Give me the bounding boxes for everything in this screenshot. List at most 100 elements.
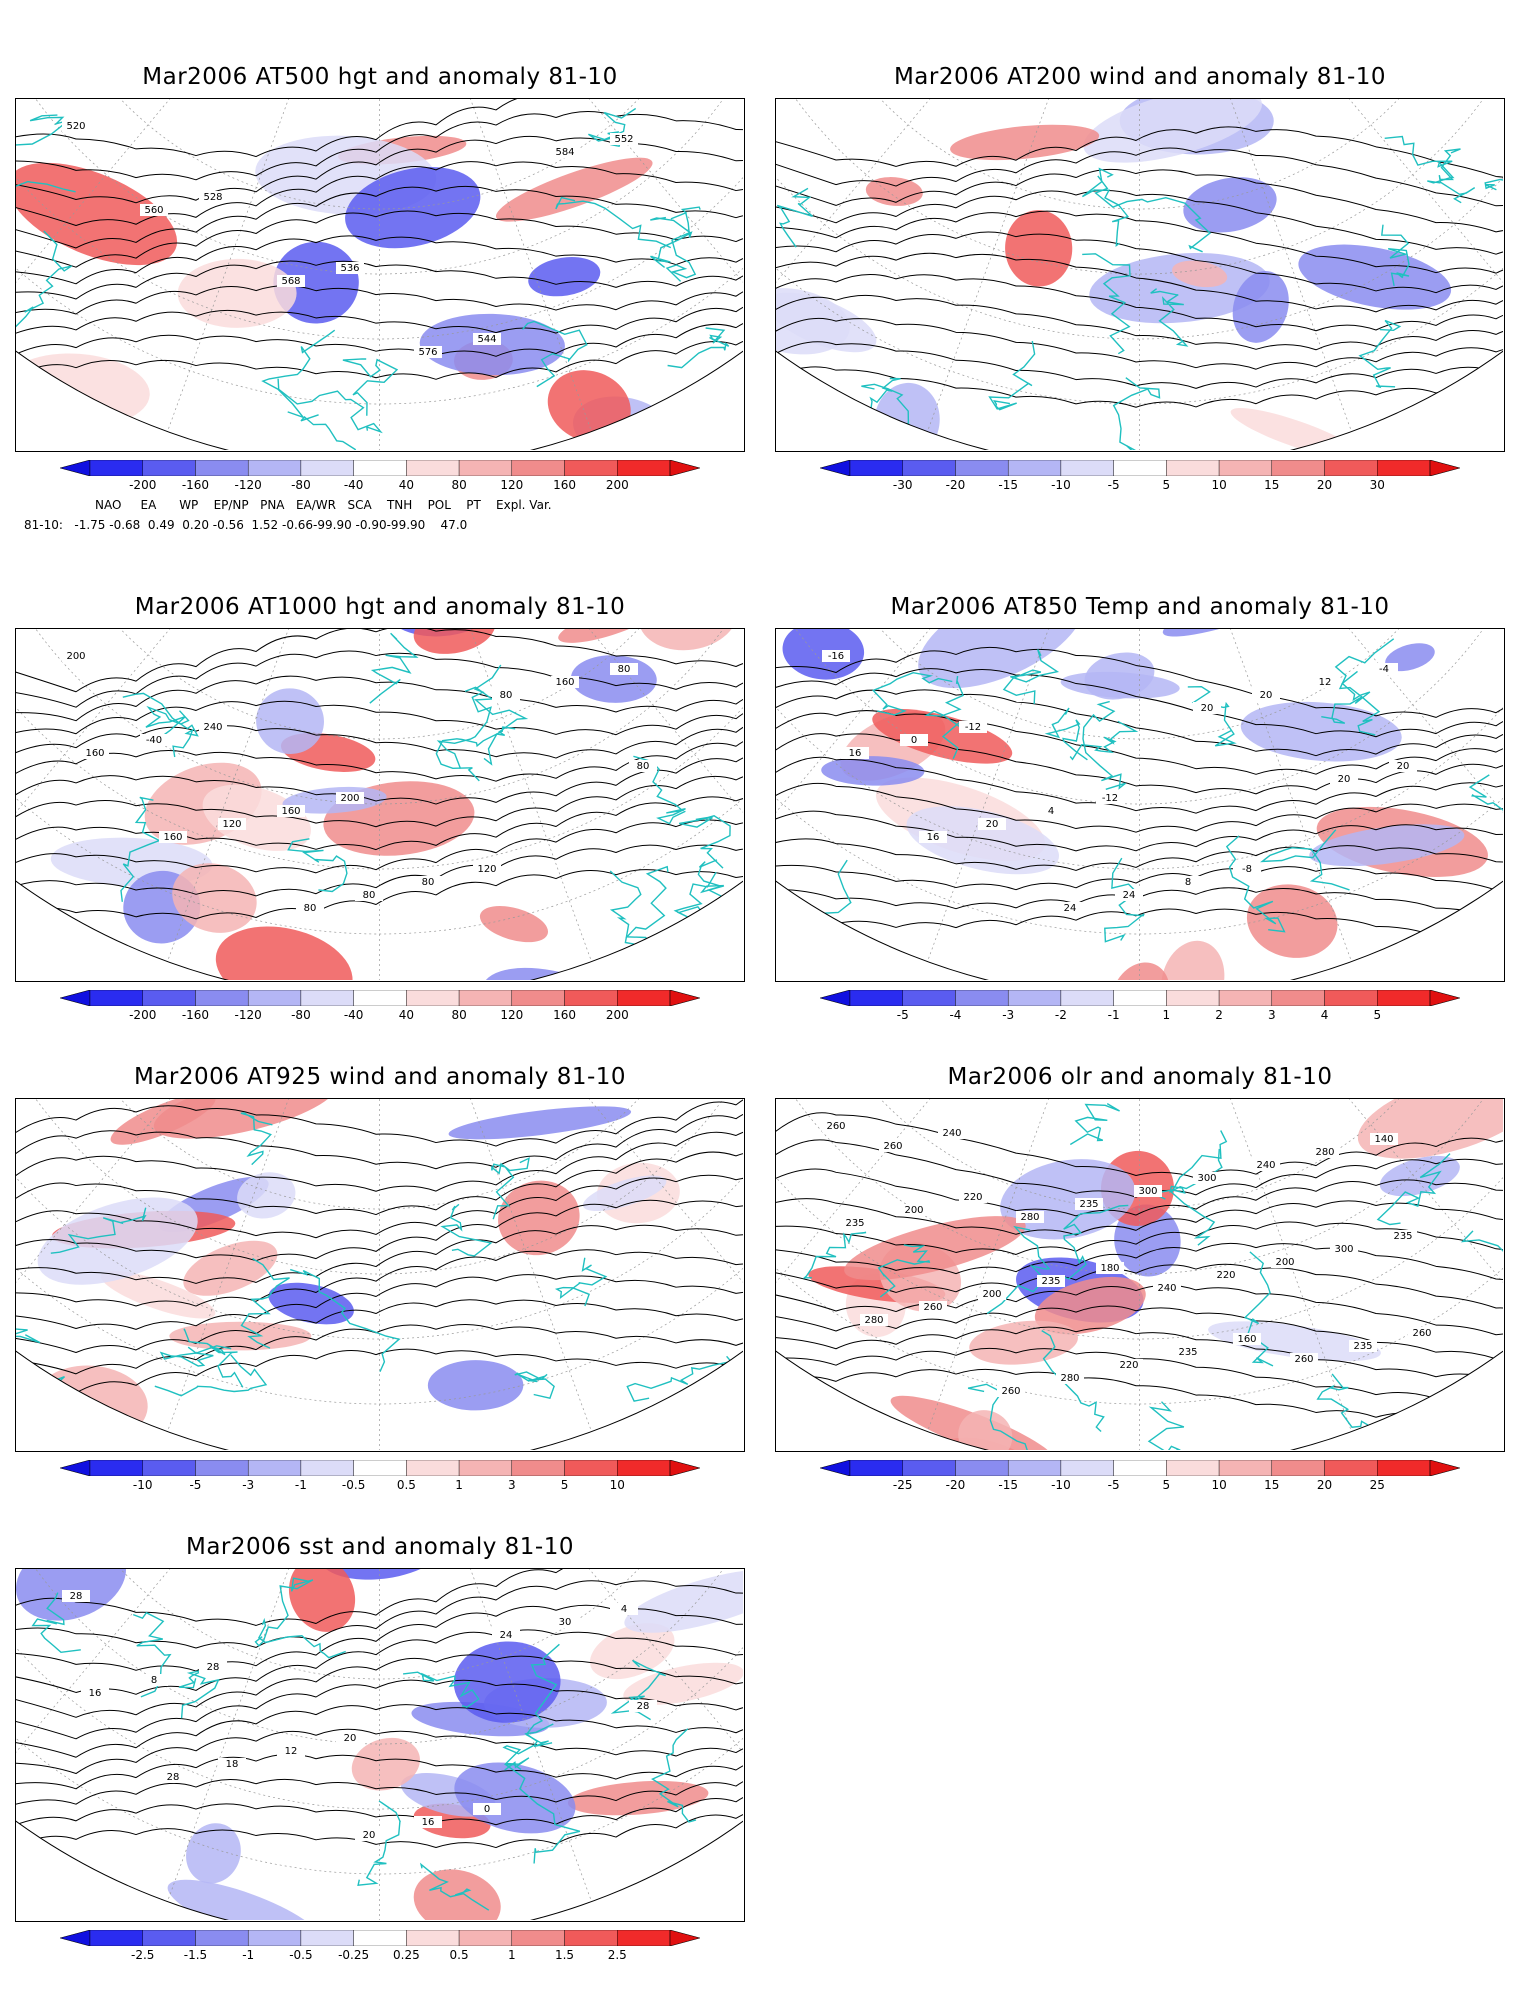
positive-anomaly-shading <box>865 177 923 206</box>
coastline <box>300 414 419 450</box>
contour-label-bg <box>277 805 305 817</box>
contour-label-bg <box>218 818 246 830</box>
contour-label-bg <box>159 1771 187 1783</box>
negative-anomaly-shading <box>37 1197 198 1285</box>
colorbar-tick-label: -3 <box>242 1478 255 1492</box>
colorbar-tick-label: 160 <box>553 1008 576 1022</box>
contour-line <box>16 1125 743 1192</box>
contour-line <box>16 715 743 759</box>
longitude-gridline <box>1139 99 1380 450</box>
coastline <box>1069 720 1139 761</box>
contour-line <box>16 1249 743 1307</box>
contour-line <box>16 869 743 920</box>
colorbar-segment <box>1218 1460 1273 1476</box>
map-canvas: -16 -12 -12 -8 -4 0 4 8 12 16 20 24 20 20 16 24 20 20 <box>776 629 1503 980</box>
negative-anomaly-shading <box>1240 701 1402 762</box>
coastline <box>1468 774 1503 832</box>
colorbar-segment <box>406 1930 460 1946</box>
longitude-gridline <box>379 629 743 916</box>
idx-values: -1.75 -0.68 0.49 0.20 -0.56 1.52 -0.66-9… <box>74 518 468 532</box>
contour-line <box>16 629 743 693</box>
contour-label: 235 <box>1079 1199 1098 1210</box>
contour-label-bg <box>414 876 442 888</box>
contour-label-bg <box>1271 1256 1299 1268</box>
contour-label-bg <box>841 1217 869 1229</box>
contour-label-bg <box>199 191 227 203</box>
negative-anomaly-shading <box>1083 99 1262 163</box>
positive-anomaly-shading <box>1161 940 1225 980</box>
colorbar-segment <box>564 990 618 1006</box>
coastline <box>277 378 383 434</box>
contour-label: 240 <box>1157 1283 1176 1294</box>
colorbar-tick-label: 200 <box>605 1008 629 1022</box>
contour-label-bg <box>62 1590 90 1602</box>
colorbar-tick-label: -25 <box>892 1478 913 1492</box>
contour-label: 235 <box>845 1218 864 1229</box>
contour-label-bg <box>1193 1172 1221 1184</box>
contour-label-bg <box>978 818 1006 830</box>
contour-label-bg <box>199 721 227 733</box>
contour-label: 220 <box>1216 1270 1235 1281</box>
contour-line <box>16 1753 743 1790</box>
contour-label: 80 <box>500 690 513 701</box>
contour-label-bg <box>81 1687 109 1699</box>
colorbar-segment <box>458 1460 513 1476</box>
colorbar-tick-label: -80 <box>291 478 311 492</box>
contour-line <box>776 689 1503 757</box>
negative-anomaly-shading <box>482 967 637 980</box>
contour-label-bg <box>473 333 501 345</box>
contour-label: 576 <box>418 347 437 358</box>
contour-label-bg <box>551 146 579 158</box>
colorbar-tick-label: 20 <box>1316 1478 1333 1492</box>
contour-line <box>776 168 1503 236</box>
longitude-gridline <box>379 99 620 450</box>
colorbar-segment <box>89 990 143 1006</box>
contour-line <box>776 838 1503 873</box>
colorbar-tick-label: -160 <box>181 478 210 492</box>
negative-anomaly-shading <box>1208 1321 1381 1362</box>
contour-label: 20 <box>1201 703 1214 714</box>
contour-label: 30 <box>559 1617 572 1628</box>
colorbar-segment <box>458 1930 513 1946</box>
coastline <box>261 329 336 419</box>
coastline <box>1438 148 1476 204</box>
positive-anomaly-shading <box>288 1569 356 1632</box>
positive-anomaly-shading <box>16 162 178 266</box>
panel-title: Mar2006 AT850 Temp and anomaly 81-10 <box>890 594 1390 620</box>
contour-label: 280 <box>1020 1212 1039 1223</box>
contour-line <box>776 783 1503 833</box>
longitude-gridline <box>776 629 1140 916</box>
coastline <box>20 385 71 450</box>
contour-label-bg <box>62 650 90 662</box>
coastline <box>651 1728 697 1823</box>
colorbar-tick-label: 4 <box>1320 1008 1329 1022</box>
contour-line <box>776 710 1503 775</box>
coastline <box>287 838 348 893</box>
contour-label-bg <box>140 204 168 216</box>
colorbar-segment <box>406 990 460 1006</box>
coastline <box>1260 829 1350 891</box>
colorbar-tick-label: 0.5 <box>449 1948 469 1962</box>
contour-line <box>776 1368 1503 1419</box>
longitude-gridline <box>776 1099 1140 1386</box>
longitude-gridline <box>1139 629 1503 916</box>
contour-label-bg <box>1252 1159 1280 1171</box>
colorbar-tick-label: 10 <box>609 1478 625 1492</box>
contour-label: -4 <box>1379 664 1389 675</box>
colorbar-tick-label: -5 <box>1107 478 1120 492</box>
colorbar-segment <box>353 1930 407 1946</box>
contour-label-bg <box>959 721 987 733</box>
negative-anomaly-shading <box>1298 244 1452 310</box>
longitude-gridline <box>16 629 380 916</box>
coastline <box>16 1323 41 1370</box>
longitude-gridline <box>379 629 620 980</box>
contour-line <box>16 111 743 181</box>
colorbar-segment <box>89 1460 143 1476</box>
contour-label-bg <box>492 1629 520 1641</box>
contour-label-bg <box>1330 773 1358 785</box>
colorbar-segment <box>89 460 143 476</box>
coastline <box>1170 1130 1228 1246</box>
positive-anomaly-shading <box>950 124 1100 161</box>
coastline <box>16 168 76 200</box>
contour-label-bg <box>296 902 324 914</box>
